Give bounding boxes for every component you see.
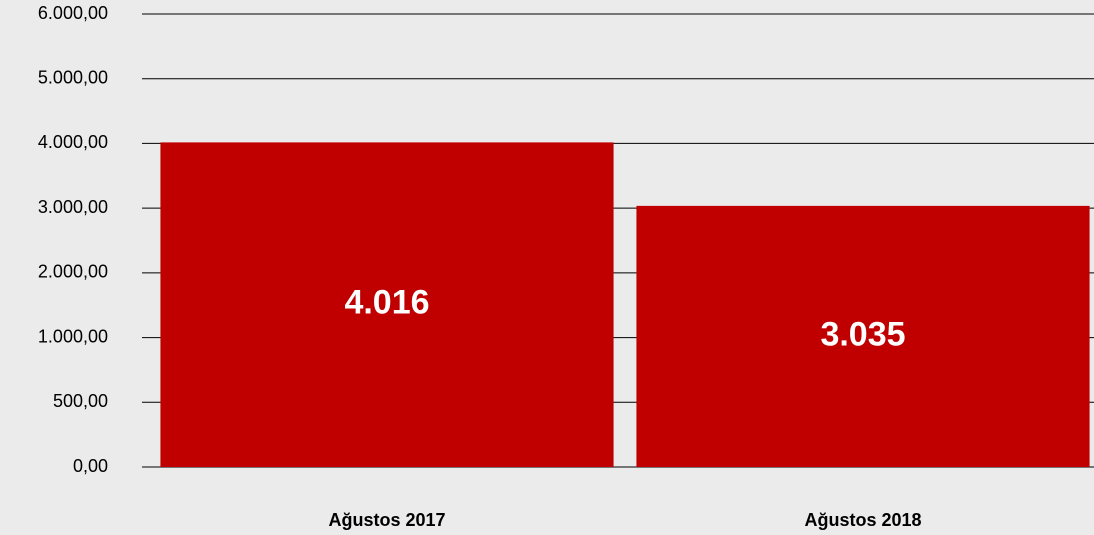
value-label: 4.016 <box>344 284 429 322</box>
y-tick-label: 3.000,00 <box>38 197 108 217</box>
x-tick-label: Ağustos 2017 <box>328 510 445 530</box>
y-tick-label: 500,00 <box>53 391 108 411</box>
bar <box>636 205 1090 467</box>
y-tick-label: 2.000,00 <box>38 262 108 282</box>
y-tick-label: 5.000,00 <box>38 67 108 87</box>
y-tick-label: 6.000,00 <box>38 3 108 23</box>
y-tick-label: 1.000,00 <box>38 326 108 346</box>
x-tick-label: Ağustos 2018 <box>804 510 921 530</box>
value-label: 3.035 <box>820 315 905 353</box>
bar <box>160 142 614 468</box>
y-tick-label: 4.000,00 <box>38 132 108 152</box>
y-tick-label: 0,00 <box>73 456 108 476</box>
